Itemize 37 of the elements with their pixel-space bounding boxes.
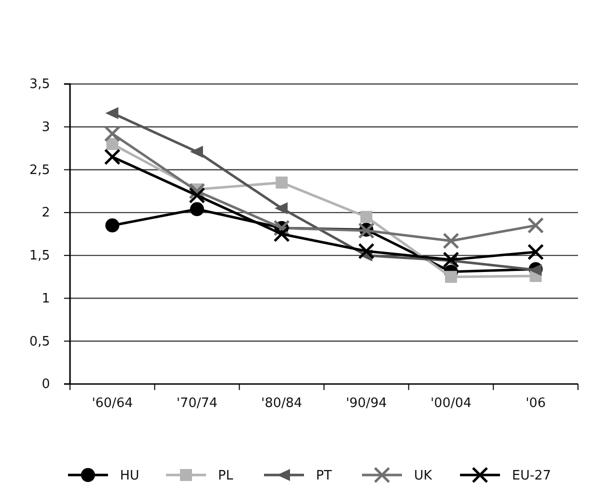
x-tick-label: '06 — [526, 396, 546, 412]
x-tick-label: '00/04 — [430, 396, 472, 412]
y-tick-label: 1 — [42, 291, 50, 306]
legend-label: UK — [414, 468, 433, 484]
y-tick-label: 1,5 — [29, 248, 50, 264]
point — [527, 244, 544, 260]
point — [188, 187, 206, 204]
x-tick-label: '90/94 — [346, 396, 387, 412]
y-tick-label: 2,5 — [29, 162, 50, 178]
x-tick-label: '70/74 — [176, 396, 218, 412]
y-tick-label: 2 — [42, 206, 50, 221]
point — [273, 226, 290, 242]
point — [442, 251, 460, 268]
x-tick-label: '80/84 — [261, 396, 302, 412]
point — [104, 148, 121, 166]
point — [105, 107, 118, 120]
x-tick-label: '60/64 — [92, 396, 133, 412]
point — [106, 138, 118, 150]
legend-label: PL — [218, 468, 234, 484]
point — [274, 202, 288, 214]
point — [360, 210, 372, 223]
legend-label: PT — [316, 468, 332, 484]
point — [190, 202, 204, 216]
point — [105, 218, 120, 232]
point — [527, 217, 544, 234]
y-tick-label: 3,5 — [29, 77, 50, 92]
point — [358, 242, 375, 260]
y-tick-label: 3 — [42, 120, 50, 136]
legend-label: HU — [120, 468, 140, 484]
point — [190, 146, 203, 158]
y-tick-label: 0,5 — [29, 334, 50, 350]
legend-label: EU-27 — [512, 468, 551, 484]
point — [442, 232, 460, 250]
y-tick-label: 0 — [42, 377, 50, 392]
point — [445, 270, 457, 283]
point — [276, 176, 288, 189]
point — [104, 125, 121, 142]
